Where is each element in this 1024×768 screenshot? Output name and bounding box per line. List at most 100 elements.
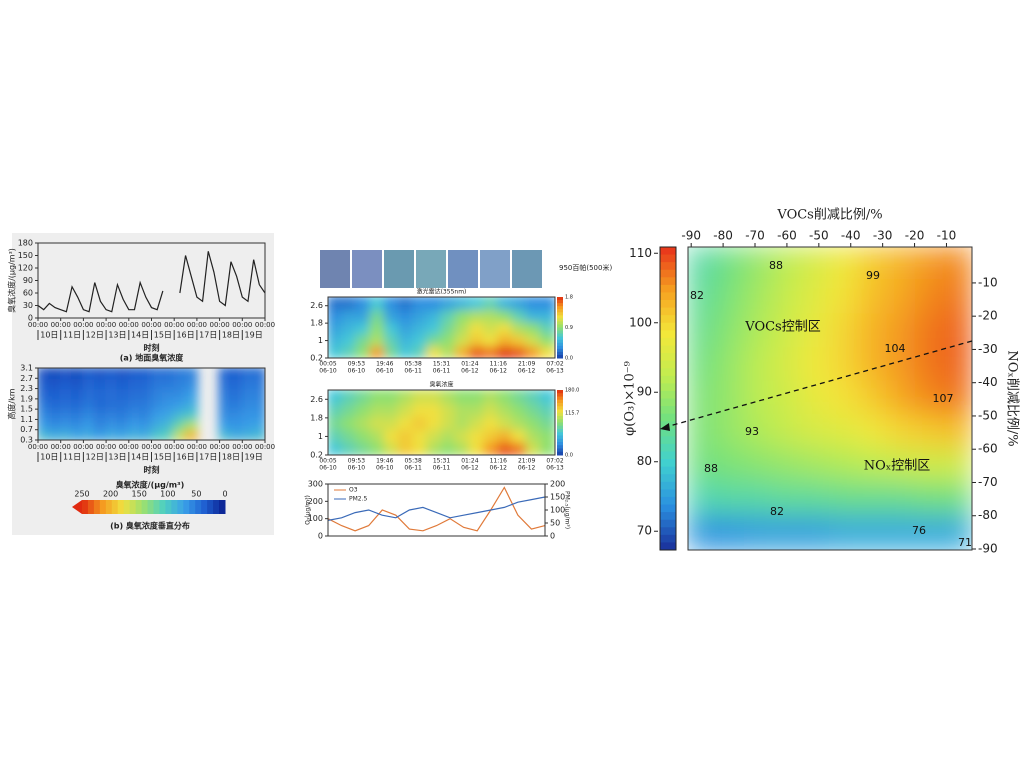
- heat-cell: [383, 308, 400, 323]
- colorbar-cell: [93, 500, 101, 514]
- colorbar-cell: [557, 445, 563, 449]
- heat-cell: [150, 418, 164, 431]
- heat-cell: [38, 368, 51, 380]
- heat-cell: [369, 344, 386, 358]
- heat-cell: [772, 347, 803, 383]
- x-tick-label: 00:00: [255, 321, 275, 329]
- x-date-label: 06-11: [433, 465, 451, 472]
- y-tick-label: 150: [550, 493, 565, 502]
- heat-cell: [355, 428, 372, 443]
- y-tick-label: 1: [318, 336, 323, 345]
- contour-label: 99: [866, 269, 880, 282]
- heat-cell: [116, 377, 130, 390]
- day-label: 13日: [108, 453, 126, 462]
- colorbar-cell: [557, 416, 563, 420]
- x-tick-label: 21:09: [518, 361, 535, 368]
- heat-cell: [341, 441, 358, 455]
- y-tick-label: 200: [550, 480, 565, 489]
- x-tick-label: 00:00: [210, 443, 230, 451]
- legend-label: O3: [349, 487, 358, 494]
- heat-cell: [914, 515, 945, 550]
- heat-cell: [150, 428, 164, 440]
- heat-cell: [511, 390, 528, 404]
- y2-tick-label: -50: [978, 408, 998, 422]
- heat-cell: [328, 332, 344, 347]
- heat-cell: [328, 428, 344, 443]
- y2-tick-label: -80: [978, 508, 998, 522]
- heat-cell: [800, 279, 831, 316]
- x-date-label: 06-12: [490, 465, 508, 472]
- heat-cell: [341, 332, 358, 347]
- region-label: VOCs控制区: [744, 320, 820, 335]
- heat-cell: [412, 308, 429, 323]
- heat-cell: [497, 415, 514, 430]
- colorbar-cell: [660, 527, 676, 536]
- heat-cell: [71, 377, 85, 390]
- heat-cell: [857, 515, 888, 550]
- heatmap: [688, 247, 972, 550]
- heat-cell: [355, 332, 372, 347]
- x-tick-label: 07:02: [546, 458, 563, 465]
- heat-cell: [772, 247, 803, 282]
- heat-cell: [397, 308, 415, 323]
- colorbar-tick-label: 100: [160, 490, 175, 499]
- y-tick-label: 3.1: [20, 364, 33, 373]
- heat-cell: [914, 448, 945, 484]
- heat-cell: [885, 347, 917, 383]
- heat-cell: [173, 418, 187, 431]
- x-tick-label: 00:00: [210, 321, 230, 329]
- colorbar-cell: [660, 262, 676, 271]
- heat-cell: [127, 408, 142, 421]
- contour-label: 104: [885, 342, 906, 355]
- heat-cell: [184, 418, 198, 431]
- x-date-label: 06-12: [518, 465, 536, 472]
- heat-cell: [525, 308, 542, 323]
- heat-cell: [468, 308, 486, 323]
- heat-cell: [800, 515, 831, 550]
- heat-cell: [857, 313, 888, 349]
- y-tick-label: 1.5: [20, 405, 33, 414]
- heat-cell: [829, 380, 860, 417]
- y2-tick-label: -30: [978, 342, 998, 356]
- heat-cell: [688, 347, 718, 383]
- colorbar-cell: [660, 284, 676, 293]
- y-tick-label: 0: [318, 532, 323, 541]
- heat-cell: [483, 402, 500, 417]
- heat-cell: [369, 297, 386, 311]
- colorbar-cell: [557, 393, 563, 397]
- colorbar-cell: [660, 330, 676, 339]
- arrow-head: [660, 423, 670, 431]
- heat-cell: [93, 387, 108, 400]
- heat-cell: [829, 515, 860, 550]
- heat-cell: [383, 415, 400, 430]
- x-date-label: 06-11: [404, 465, 422, 472]
- heat-cell: [539, 308, 555, 323]
- x-tick-label: 11:16: [490, 458, 507, 465]
- heat-cell: [497, 390, 514, 404]
- heat-cell: [426, 441, 443, 455]
- heat-cell: [829, 247, 860, 282]
- heat-cell: [127, 387, 142, 400]
- heat-cell: [397, 415, 415, 430]
- x-date-label: 06-11: [404, 368, 422, 375]
- colorbar-cell: [123, 500, 131, 514]
- x-tick-label: -20: [905, 229, 925, 243]
- contour-label: 71: [958, 536, 972, 549]
- colorbar-cell: [660, 315, 676, 324]
- x-tick-label: 00:00: [73, 321, 93, 329]
- heat-cell: [48, 397, 62, 411]
- heat-cell: [511, 428, 528, 443]
- heat-cell: [116, 418, 130, 431]
- heat-cell: [173, 397, 187, 411]
- day-label: 13日: [108, 331, 126, 340]
- x-tick-label: -10: [937, 229, 957, 243]
- heat-cell: [942, 313, 972, 349]
- colorbar-cell: [557, 354, 563, 359]
- contour-label: 88: [704, 462, 718, 475]
- day-label: 16日: [176, 453, 194, 462]
- heat-cell: [139, 387, 153, 400]
- y-axis-label: 臭氧浓度/(μg/m³): [7, 248, 17, 313]
- heat-cell: [942, 414, 972, 450]
- heat-cell: [497, 320, 514, 335]
- colorbar-cell: [660, 254, 676, 263]
